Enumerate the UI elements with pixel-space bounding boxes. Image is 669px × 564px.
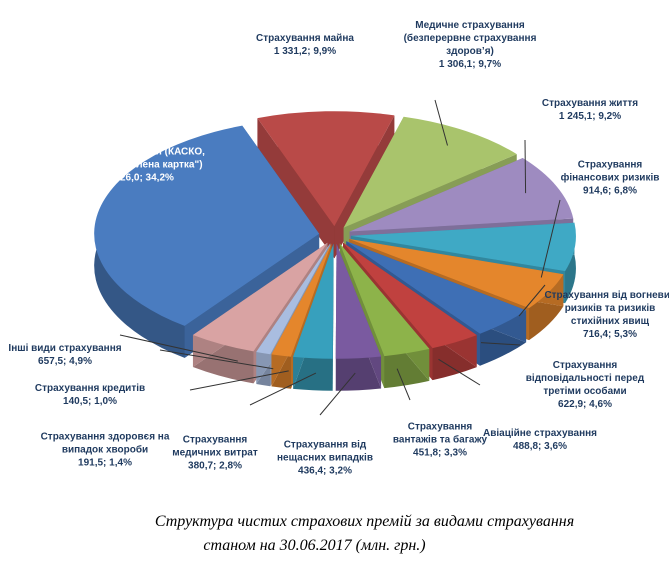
- slice-top: [343, 116, 517, 228]
- slice-label: Автострахування (КАСКО, ОСЦПВ, "Зелена к…: [65, 146, 215, 185]
- category-name: Авіаційне страхування: [482, 428, 598, 439]
- leader-line: [249, 372, 317, 406]
- slice-edge: [332, 243, 334, 391]
- slice-top: [192, 242, 328, 352]
- slice-top: [339, 243, 430, 357]
- value-label: 436,4; 3,2%: [298, 465, 352, 477]
- slice-top: [346, 241, 527, 334]
- slice-label: Страхування здоровєя на випадок хвороби 1…: [35, 431, 175, 470]
- slice-label: Медичне страхування (безперервне страхув…: [390, 19, 550, 71]
- value-label: 716,4; 5,3%: [583, 329, 637, 340]
- leader-line: [518, 284, 546, 317]
- slice: [257, 111, 395, 259]
- slice-label: Авіаційне страхування 488,8; 3,6%: [475, 427, 605, 453]
- leader-line: [319, 372, 356, 416]
- slice: [335, 243, 382, 391]
- category-name: Автострахування (КАСКО, ОСЦПВ, "Зелена к…: [75, 146, 205, 171]
- leader-line: [189, 370, 289, 391]
- chart-subtitle: станом на 30.06.2017 (млн. грн.): [203, 537, 426, 554]
- slice-top: [293, 243, 334, 359]
- slice-top: [257, 111, 395, 227]
- slice-label: Страхування відповідальності перед треті…: [520, 359, 650, 411]
- slice-label: Інші види страхування 657,5; 4,9%: [0, 342, 135, 368]
- category-name: Страхування кредитів: [34, 383, 146, 394]
- leader-line: [540, 199, 561, 278]
- slice-label: Страхування майна 1 331,2; 9,9%: [240, 32, 370, 58]
- category-name: Страхування відповідальності перед треті…: [525, 360, 645, 397]
- leader-line: [434, 99, 448, 146]
- leader-line: [438, 358, 481, 386]
- category-name: Інші види страхування: [8, 343, 122, 354]
- slice-top: [350, 222, 576, 272]
- slice-top: [335, 243, 382, 359]
- category-name: Страхування від вогневих ризиків та ризи…: [544, 290, 669, 327]
- slice-top: [349, 239, 564, 309]
- slice-label: Страхування від нещасних випадків 436,4; …: [270, 439, 380, 478]
- category-name: Страхування від нещасних випадків: [277, 439, 373, 464]
- category-name: Страхування майна: [256, 33, 354, 44]
- value-label: 622,9; 4,6%: [558, 399, 612, 410]
- value-label: 191,5; 1,4%: [78, 457, 132, 469]
- category-name: Страхування вантажів та багажу: [392, 421, 488, 446]
- slice-label: Страхування від вогневих ризиків та ризи…: [540, 289, 669, 341]
- value-label: 914,6; 6,8%: [583, 185, 637, 197]
- category-name: Медичне страхування (безперервне страхув…: [403, 20, 537, 57]
- leader-line: [524, 139, 527, 194]
- value-label: 1 245,1; 9,2%: [558, 111, 622, 122]
- category-name: Страхування життя: [541, 98, 639, 109]
- slice-label: Страхування медичних витрат 380,7; 2,8%: [160, 434, 270, 473]
- chart: [94, 99, 576, 416]
- slice-top: [349, 158, 574, 232]
- chart-title: Структура чистих страхових премій за вид…: [154, 513, 575, 530]
- slice-top: [94, 125, 320, 326]
- leader-line: [159, 349, 274, 370]
- value-label: 4 626,0; 34,2%: [106, 172, 174, 184]
- slice-top: [342, 242, 477, 349]
- slice-top: [256, 243, 331, 355]
- slice-label: Страхування життя 1 245,1; 9,2%: [535, 97, 645, 123]
- category-name: Страхування здоровєя на випадок хвороби: [40, 431, 170, 456]
- leader-line: [119, 334, 238, 362]
- value-label: 1 331,2; 9,9%: [273, 46, 337, 57]
- value-label: 451,8; 3,3%: [413, 447, 467, 459]
- slice-top: [271, 243, 332, 357]
- category-name: Страхування медичних витрат: [172, 434, 258, 459]
- value-label: 1 306,1; 9,7%: [438, 59, 502, 70]
- category-name: Страхування фінансових ризиків: [560, 159, 660, 184]
- value-label: 657,5; 4,9%: [38, 356, 92, 367]
- slice-edge: [257, 118, 335, 259]
- slice-label: Страхування вантажів та багажу 451,8; 3,3…: [385, 421, 495, 460]
- slice-label: Страхування фінансових ризиків 914,6; 6,8…: [555, 159, 665, 198]
- slice-label: Страхування кредитів 140,5; 1,0%: [15, 382, 165, 408]
- leader-line: [396, 368, 411, 401]
- leader-line: [480, 342, 521, 346]
- slice: [293, 243, 334, 391]
- value-label: 380,7; 2,8%: [188, 460, 242, 472]
- value-label: 140,5; 1,0%: [63, 396, 117, 407]
- value-label: 488,8; 3,6%: [513, 441, 567, 452]
